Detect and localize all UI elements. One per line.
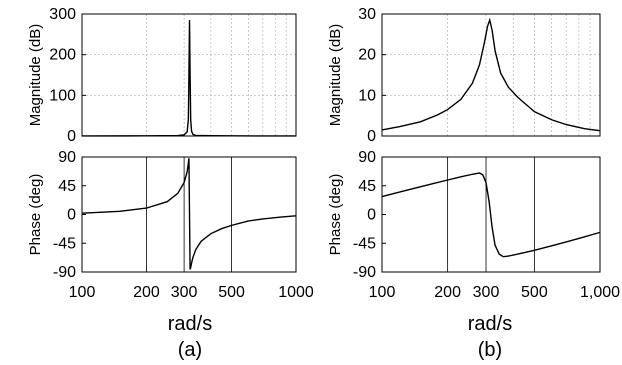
y-tick-label: 0 <box>367 128 376 145</box>
x-tick-label: 300 <box>473 284 500 301</box>
y-tick-label: 45 <box>58 178 76 195</box>
y-tick-label: 0 <box>367 207 376 224</box>
y-tick-label: -90 <box>53 264 76 281</box>
phase-axis-label: Phase (deg) <box>327 174 344 256</box>
panel-caption: (a) <box>178 339 202 361</box>
x-tick-label: 100 <box>369 284 396 301</box>
y-tick-label: 45 <box>358 178 376 195</box>
panel-caption: (b) <box>478 339 502 361</box>
y-tick-label: 10 <box>358 87 376 104</box>
y-tick-label: 300 <box>49 6 76 23</box>
y-tick-label: 200 <box>49 47 76 64</box>
magnitude-axes-frame <box>81 13 297 137</box>
y-tick-label: -90 <box>353 264 376 281</box>
x-tick-label: 500 <box>521 284 548 301</box>
x-tick-label: 1,000 <box>580 284 620 301</box>
y-tick-label: 90 <box>358 149 376 166</box>
y-tick-label: 20 <box>358 47 376 64</box>
y-tick-label: 30 <box>358 6 376 23</box>
phase-curve <box>81 158 297 270</box>
x-tick-label: 100 <box>69 284 96 301</box>
x-tick-label: 1000 <box>278 284 314 301</box>
x-tick-label: 500 <box>218 284 245 301</box>
magnitude-axes-frame <box>381 13 601 137</box>
y-tick-label: 0 <box>67 128 76 145</box>
x-tick-label: 200 <box>133 284 160 301</box>
magnitude-axis-label: Magnitude (dB) <box>327 24 344 127</box>
y-tick-label: 0 <box>67 207 76 224</box>
x-tick-label: 300 <box>171 284 198 301</box>
magnitude-axis-label: Magnitude (dB) <box>27 24 44 127</box>
magnitude-curve <box>381 17 601 132</box>
x-tick-label: 200 <box>434 284 461 301</box>
x-axis-label: rad/s <box>168 313 212 335</box>
y-tick-label: -45 <box>353 235 376 252</box>
phase-axis-label: Phase (deg) <box>27 174 44 256</box>
y-tick-label: 100 <box>49 87 76 104</box>
phase-curve <box>381 172 601 258</box>
magnitude-curve <box>81 20 297 137</box>
y-tick-label: -45 <box>53 235 76 252</box>
x-axis-label: rad/s <box>468 313 512 335</box>
y-tick-label: 90 <box>58 149 76 166</box>
